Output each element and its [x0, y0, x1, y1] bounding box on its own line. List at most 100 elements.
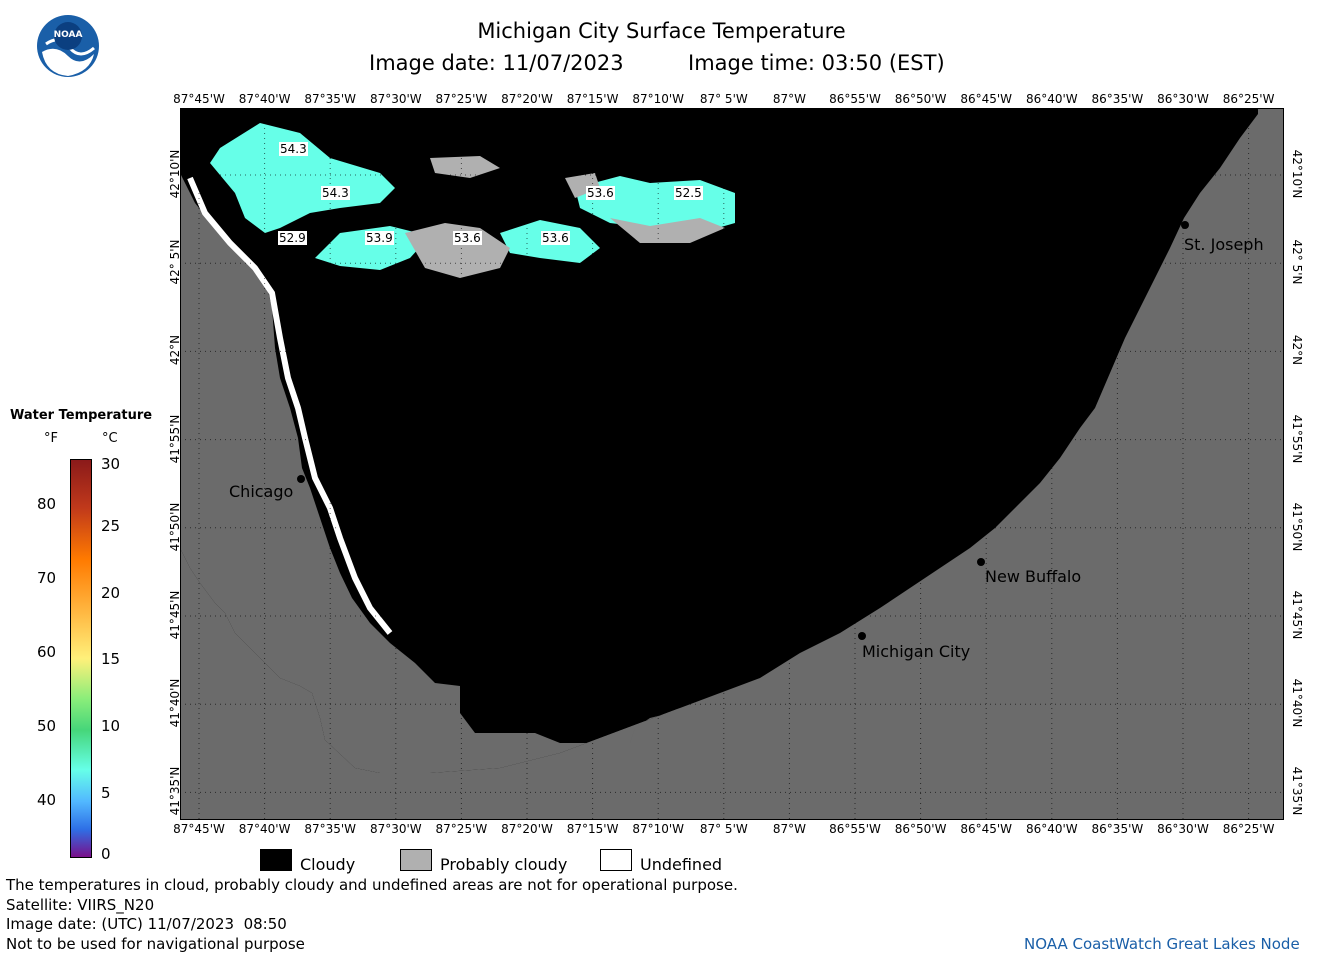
- unit-celsius: °C: [102, 431, 118, 446]
- sst-patches: [210, 123, 735, 278]
- latitude-label: 41°35'N: [1290, 766, 1304, 816]
- image-time: Image time: 03:50 (EST): [688, 51, 945, 75]
- city-label-new-buffalo: New Buffalo: [985, 567, 1082, 586]
- city-dot-michigan-city: [858, 632, 866, 640]
- c-tick: 5: [101, 784, 111, 802]
- longitude-label: 87°30'W: [369, 822, 422, 836]
- longitude-label: 87°20'W: [501, 92, 553, 106]
- c-tick: 30: [101, 455, 121, 473]
- latitude-label: 41°40'N: [168, 678, 182, 728]
- longitude-label: 86°55'W: [829, 822, 881, 836]
- graticule: [180, 108, 1284, 820]
- longitude-label: 87°20'W: [501, 822, 553, 836]
- footer-disclaimer: The temperatures in cloud, probably clou…: [6, 876, 738, 894]
- longitude-label: 87°25'W: [435, 822, 488, 836]
- latitude-label: 42°10'N: [1290, 149, 1304, 199]
- longitude-label: 86°25'W: [1222, 92, 1275, 106]
- f-tick: 60: [37, 643, 57, 661]
- longitude-label: 87°30'W: [369, 92, 422, 106]
- latitude-label: 41°50'N: [168, 502, 182, 552]
- c-tick: 25: [101, 517, 121, 535]
- longitude-label: 87°40'W: [238, 822, 291, 836]
- city-label-st-joseph: St. Joseph: [1184, 235, 1264, 254]
- longitude-label: 86°55'W: [829, 92, 881, 106]
- f-tick: 50: [37, 717, 57, 735]
- unit-fahrenheit: °F: [44, 431, 58, 446]
- latitude-label: 41°45'N: [1290, 590, 1304, 640]
- contour-label: 53.6: [453, 231, 482, 245]
- longitude-label: 86°30'W: [1157, 822, 1209, 836]
- longitude-label: 87°10'W: [632, 822, 685, 836]
- longitude-label: 86°50'W: [894, 92, 947, 106]
- footer-satellite: Satellite: VIIRS_N20: [6, 896, 155, 914]
- c-tick: 0: [101, 845, 111, 863]
- c-tick: 10: [101, 717, 121, 735]
- legend-label-cloudy: Cloudy: [300, 855, 356, 874]
- city-label-michigan-city: Michigan City: [862, 642, 971, 661]
- c-tick: 20: [101, 584, 121, 602]
- longitude-label: 87°45'W: [173, 822, 225, 836]
- f-tick: 40: [37, 791, 57, 809]
- footer-utc-date: Image date: (UTC) 11/07/2023 08:50: [6, 915, 287, 933]
- contour-label: 53.9: [365, 231, 394, 245]
- longitude-label: 87°35'W: [304, 92, 357, 106]
- legend-swatch-cloudy: [260, 849, 292, 871]
- latitude-label: 41°45'N: [168, 590, 182, 640]
- longitude-label: 86°40'W: [1025, 822, 1078, 836]
- temperature-legend-title: Water Temperature: [10, 408, 153, 423]
- legend-swatch-undefined: [600, 849, 632, 871]
- latitude-label: 41°35'N: [168, 766, 182, 816]
- latitude-label: 42°N: [168, 335, 182, 366]
- latitude-label: 42° 5'N: [1290, 239, 1304, 285]
- city-dot-st-joseph: [1181, 221, 1189, 229]
- contour-label: 54.3: [279, 142, 308, 156]
- longitude-label: 87°40'W: [238, 92, 291, 106]
- longitude-label: 86°35'W: [1091, 92, 1144, 106]
- city-label-chicago: Chicago: [229, 482, 294, 501]
- west-shore-land: [180, 173, 680, 773]
- legend-label-probably-cloudy: Probably cloudy: [440, 855, 568, 874]
- footer-credit: NOAA CoastWatch Great Lakes Node: [1024, 935, 1300, 953]
- latitude-label: 41°40'N: [1290, 678, 1304, 728]
- temperature-color-bar: [70, 459, 92, 858]
- city-dot-chicago: [297, 475, 305, 483]
- contour-label: 53.6: [586, 186, 615, 200]
- contour-label: 54.3: [321, 186, 350, 200]
- noaa-logo: NOAA: [36, 14, 100, 78]
- noaa-logo-text: NOAA: [53, 30, 83, 40]
- contour-label: 52.9: [278, 231, 307, 245]
- longitude-label: 87° 5'W: [699, 92, 748, 106]
- latitude-label: 41°50'N: [1290, 502, 1304, 552]
- legend-swatch-probably-cloudy: [400, 849, 432, 871]
- longitude-label: 86°25'W: [1222, 822, 1275, 836]
- longitude-label: 87°35'W: [304, 822, 357, 836]
- image-date: Image date: 11/07/2023: [369, 51, 624, 75]
- latitude-label: 42°10'N: [168, 149, 182, 199]
- longitude-label: 87°W: [772, 822, 806, 836]
- longitude-label: 87°15'W: [566, 92, 619, 106]
- longitude-label: 86°50'W: [894, 822, 947, 836]
- latitude-label: 41°55'N: [168, 414, 182, 464]
- latitude-label: 41°55'N: [1290, 414, 1304, 463]
- f-tick: 70: [37, 569, 57, 587]
- page-title: Michigan City Surface Temperature: [477, 19, 846, 43]
- map-frame: [180, 108, 1284, 820]
- latitude-label: 42° 5'N: [168, 239, 182, 285]
- legend-label-undefined: Undefined: [640, 855, 723, 874]
- longitude-label: 87°10'W: [632, 92, 685, 106]
- c-tick: 15: [101, 650, 121, 668]
- city-dot-new-buffalo: [977, 558, 985, 566]
- longitude-label: 86°30'W: [1157, 92, 1209, 106]
- longitude-label: 86°45'W: [960, 92, 1013, 106]
- longitude-label: 87°W: [772, 92, 806, 106]
- longitude-label: 87° 5'W: [699, 822, 748, 836]
- map-panel: [180, 108, 1284, 820]
- f-tick: 80: [37, 495, 57, 513]
- footer-navigation-warning: Not to be used for navigational purpose: [6, 935, 305, 953]
- longitude-label: 87°45'W: [173, 92, 225, 106]
- longitude-label: 87°15'W: [566, 822, 619, 836]
- contour-label: 53.6: [541, 231, 570, 245]
- longitude-label: 86°35'W: [1091, 822, 1144, 836]
- undefined-shore-strip: [187, 176, 393, 635]
- longitude-label: 87°25'W: [435, 92, 488, 106]
